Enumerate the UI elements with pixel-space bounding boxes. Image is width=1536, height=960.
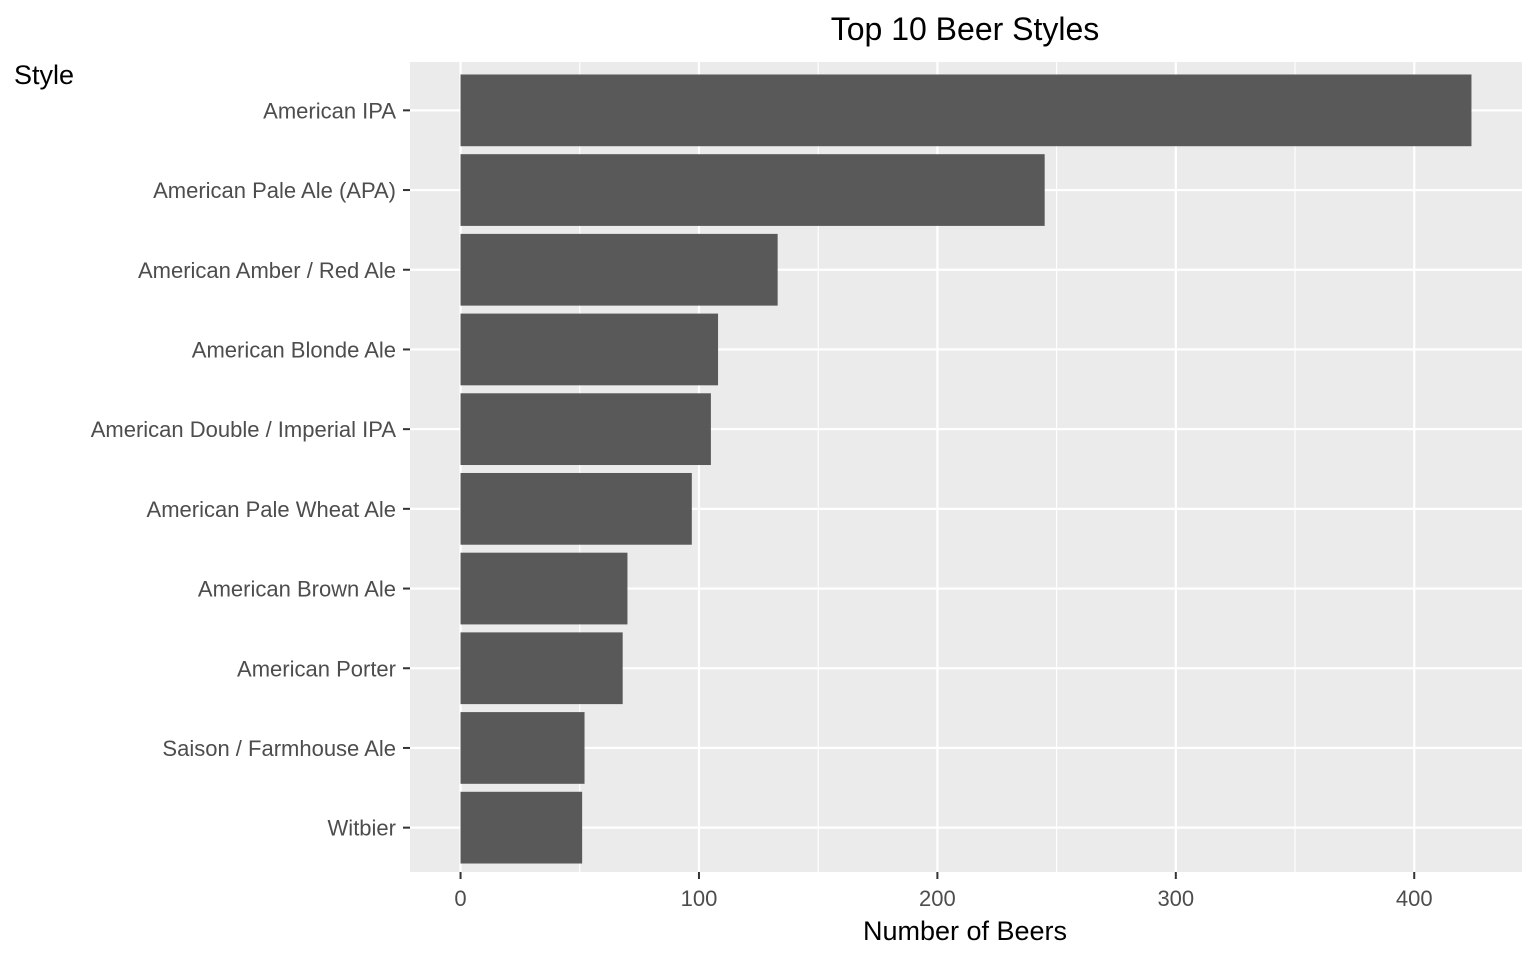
y-tick-label: American Brown Ale xyxy=(198,577,396,602)
x-axis-title: Number of Beers xyxy=(863,916,1067,946)
y-tick-label: American Blonde Ale xyxy=(192,337,396,362)
y-tick-label: American Pale Ale (APA) xyxy=(153,178,396,203)
y-tick-label: American Amber / Red Ale xyxy=(138,258,396,283)
y-axis-ticks: American IPA American Pale Ale (APA) Ameri… xyxy=(91,98,410,841)
bar xyxy=(460,74,1472,147)
bar xyxy=(460,154,1045,226)
x-axis-ticks: 0 100 200 300 400 xyxy=(454,872,1433,911)
y-tick-label: American Double / Imperial IPA xyxy=(91,417,397,442)
y-tick-label: American IPA xyxy=(263,98,396,123)
bar xyxy=(460,632,623,705)
x-tick-label: 200 xyxy=(919,886,956,911)
bar xyxy=(460,233,778,306)
y-tick-label: American Pale Wheat Ale xyxy=(147,497,396,522)
y-tick-label: Witbier xyxy=(328,816,396,841)
bar xyxy=(460,472,692,545)
y-axis-title: Style xyxy=(14,60,74,90)
bar xyxy=(460,313,719,386)
x-tick-label: 300 xyxy=(1157,886,1194,911)
bar xyxy=(460,552,628,625)
bar xyxy=(460,791,583,864)
bars xyxy=(460,74,1472,864)
x-tick-label: 0 xyxy=(454,886,466,911)
bar xyxy=(460,712,585,784)
x-tick-label: 400 xyxy=(1396,886,1433,911)
x-tick-label: 100 xyxy=(681,886,718,911)
y-tick-label: Saison / Farmhouse Ale xyxy=(162,736,396,761)
y-tick-label: American Porter xyxy=(237,656,396,681)
chart-title: Top 10 Beer Styles xyxy=(831,11,1100,47)
bar xyxy=(460,393,711,466)
